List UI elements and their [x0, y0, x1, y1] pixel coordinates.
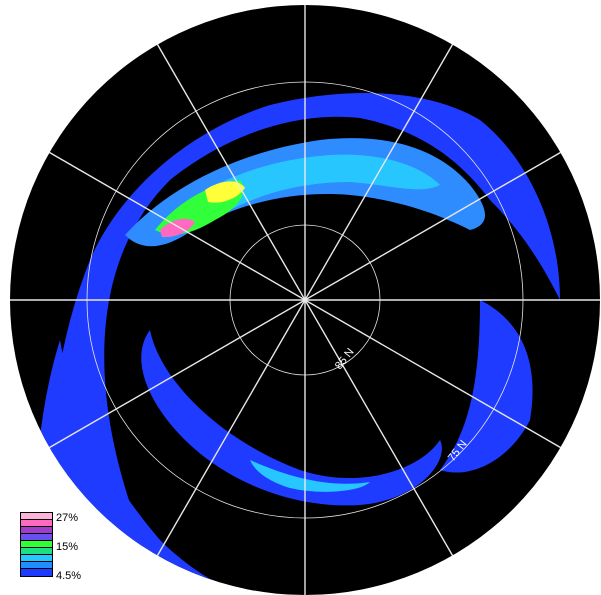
meridian-lines — [10, 5, 600, 595]
peak-value-magenta — [160, 218, 195, 238]
high-value-yellow — [205, 181, 245, 203]
lower-ice-edge — [141, 330, 442, 506]
lower-edge-cyan — [250, 460, 370, 492]
color-legend: 27% 15% 4.5% — [20, 512, 100, 582]
meridian-line — [49, 151, 561, 449]
legend-label-mid: 15% — [56, 541, 79, 553]
legend-label-high: 27% — [56, 512, 79, 524]
east-edge-scatter — [440, 300, 533, 473]
legend-label-low: 4.5% — [56, 570, 82, 582]
central-pack — [150, 210, 450, 420]
graticule — [10, 5, 600, 595]
legend-swatch — [20, 568, 53, 577]
